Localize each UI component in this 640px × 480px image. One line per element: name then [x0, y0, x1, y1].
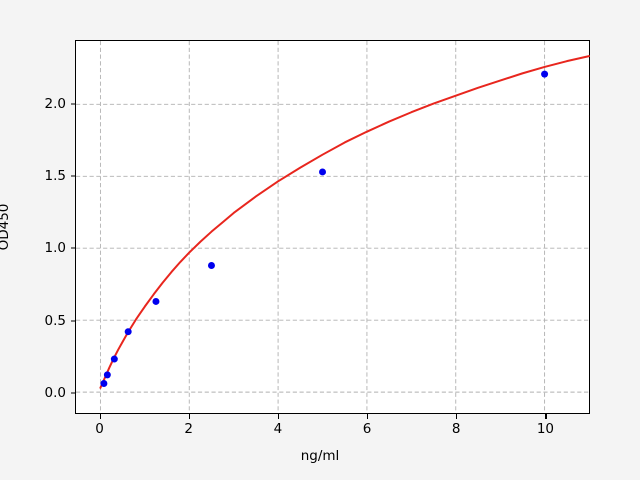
data-point-marker	[541, 70, 549, 78]
x-tick-label: 4	[273, 421, 283, 437]
data-point-marker	[152, 297, 160, 305]
data-point-marker	[207, 262, 215, 269]
data-points-layer	[100, 70, 549, 387]
gridlines	[76, 41, 589, 413]
y-tickmark	[71, 247, 76, 249]
y-axis-label: OD450	[0, 203, 12, 251]
plot-area	[75, 40, 590, 414]
data-point-marker	[110, 355, 118, 363]
data-point-marker	[103, 371, 111, 379]
y-tick-label: 0.0	[44, 385, 66, 402]
x-tick-label: 2	[184, 421, 193, 437]
y-tickmark	[71, 392, 76, 394]
x-tick-label: 10	[536, 421, 554, 437]
data-point-marker	[100, 380, 108, 387]
data-point-marker	[319, 168, 326, 176]
x-tickmark	[277, 414, 279, 419]
fitted-curve-layer	[99, 55, 590, 389]
x-axis-tick-labels: 0 2 4 6 8 10	[0, 421, 640, 443]
fitted-curve	[99, 55, 590, 389]
y-tick-label: 2.0	[44, 95, 66, 112]
y-tickmark	[71, 103, 76, 105]
x-axis-label: ng/ml	[300, 448, 340, 464]
y-axis-tick-labels: 0.0 0.5 1.0 1.5 2.0	[0, 0, 66, 480]
x-tickmark	[456, 414, 458, 419]
y-tickmark	[71, 175, 76, 177]
x-tick-label: 0	[95, 421, 104, 437]
x-tickmark	[99, 414, 101, 419]
data-point-marker	[124, 328, 132, 336]
y-tickmark	[71, 320, 76, 322]
x-tickmark	[188, 414, 190, 419]
x-tick-label: 8	[451, 421, 461, 437]
x-tick-label: 6	[362, 421, 372, 437]
y-tick-label: 1.5	[44, 168, 66, 184]
x-tickmark	[367, 414, 369, 419]
x-tickmark	[545, 414, 547, 419]
y-tick-label: 0.5	[44, 312, 66, 329]
y-tick-label: 1.0	[44, 240, 66, 257]
